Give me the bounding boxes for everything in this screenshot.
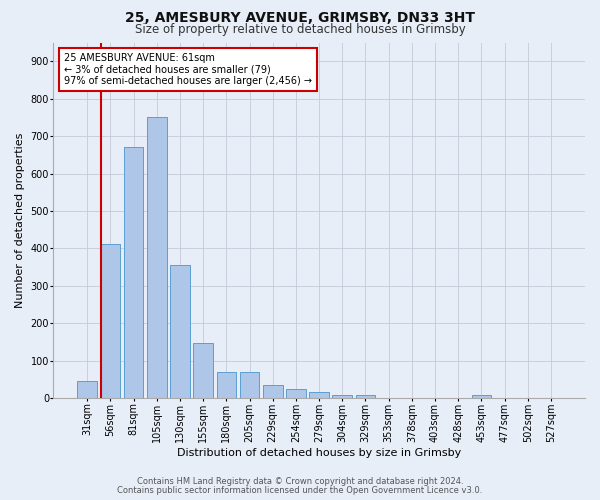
Bar <box>101 244 120 398</box>
Bar <box>309 392 329 398</box>
Bar <box>193 343 213 398</box>
Text: Size of property relative to detached houses in Grimsby: Size of property relative to detached ho… <box>134 22 466 36</box>
Bar <box>263 385 283 398</box>
Bar <box>147 118 167 398</box>
Text: 25, AMESBURY AVENUE, GRIMSBY, DN33 3HT: 25, AMESBURY AVENUE, GRIMSBY, DN33 3HT <box>125 12 475 26</box>
Bar <box>286 389 306 398</box>
Bar <box>356 394 376 398</box>
Bar <box>332 394 352 398</box>
Text: 25 AMESBURY AVENUE: 61sqm
← 3% of detached houses are smaller (79)
97% of semi-d: 25 AMESBURY AVENUE: 61sqm ← 3% of detach… <box>64 53 312 86</box>
Bar <box>77 380 97 398</box>
Bar <box>124 148 143 398</box>
Text: Contains HM Land Registry data © Crown copyright and database right 2024.: Contains HM Land Registry data © Crown c… <box>137 478 463 486</box>
Bar <box>217 372 236 398</box>
Y-axis label: Number of detached properties: Number of detached properties <box>15 132 25 308</box>
Bar <box>239 372 259 398</box>
Bar <box>170 266 190 398</box>
Bar <box>472 394 491 398</box>
X-axis label: Distribution of detached houses by size in Grimsby: Distribution of detached houses by size … <box>177 448 461 458</box>
Text: Contains public sector information licensed under the Open Government Licence v3: Contains public sector information licen… <box>118 486 482 495</box>
